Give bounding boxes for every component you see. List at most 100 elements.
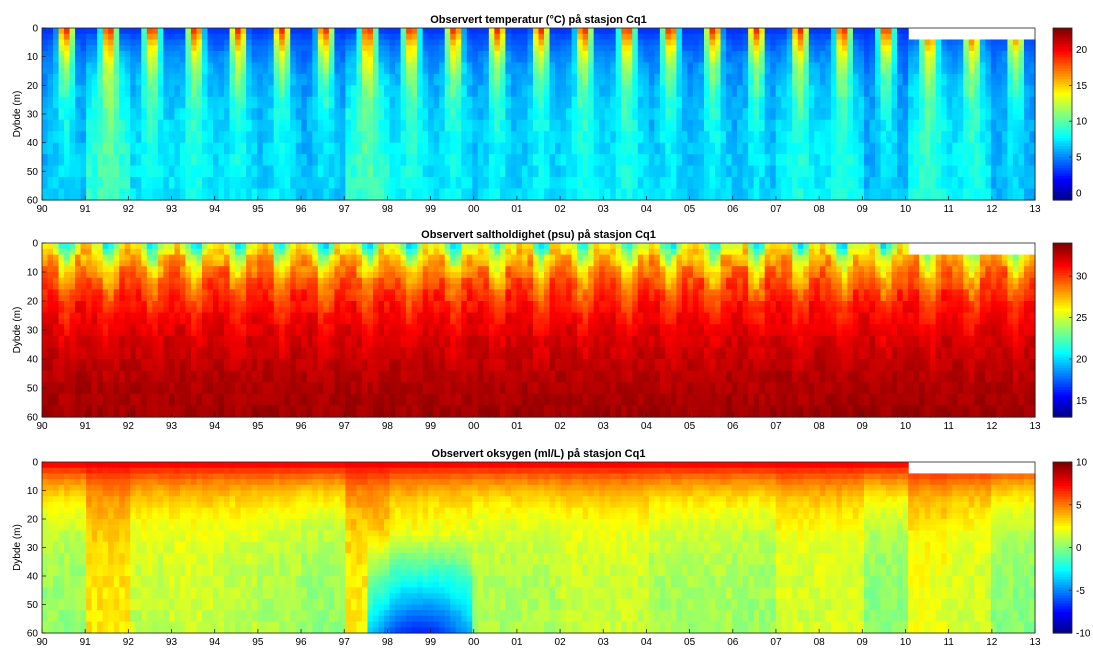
heatmap-cell — [284, 96, 291, 104]
heatmap-cell — [174, 182, 181, 190]
heatmap-cell — [262, 85, 269, 92]
heatmap-cell — [411, 39, 418, 46]
heatmap-cell — [819, 108, 826, 115]
heatmap-cell — [152, 131, 159, 138]
heatmap-cell — [952, 177, 959, 184]
heatmap-cell — [201, 171, 209, 178]
heatmap-cell — [737, 108, 744, 115]
heatmap-cell — [742, 136, 749, 144]
heatmap-cell — [852, 85, 860, 92]
heatmap-cell — [86, 108, 93, 115]
heatmap-cell — [670, 62, 678, 69]
heatmap-cell — [113, 177, 120, 184]
heatmap-cell — [935, 171, 942, 178]
heatmap-cell — [378, 136, 385, 144]
heatmap-cell — [196, 165, 203, 172]
heatmap-cell — [345, 148, 352, 155]
heatmap-cell — [168, 159, 175, 167]
heatmap-cell — [532, 102, 540, 109]
heatmap-cell — [306, 119, 313, 127]
heatmap-cell — [819, 68, 826, 75]
heatmap-cell — [521, 188, 529, 195]
heatmap-cell — [803, 131, 810, 138]
heatmap-cell — [599, 177, 606, 184]
heatmap-cell — [692, 68, 700, 75]
heatmap-cell — [466, 56, 473, 63]
heatmap-cell — [654, 194, 661, 201]
heatmap-cell — [373, 182, 380, 190]
heatmap-cell — [152, 177, 159, 184]
heatmap-cell — [648, 28, 655, 35]
heatmap-cell — [704, 45, 711, 52]
heatmap-cell — [637, 165, 644, 172]
heatmap-cell — [610, 50, 617, 58]
heatmap-cell — [946, 96, 953, 104]
heatmap-cell — [229, 171, 236, 178]
heatmap-cell — [499, 165, 506, 172]
heatmap-cell — [91, 136, 98, 144]
heatmap-cell — [290, 142, 297, 149]
heatmap-cell — [659, 171, 666, 178]
heatmap-cell — [113, 148, 120, 155]
heatmap-cell — [411, 79, 418, 86]
heatmap-cell — [240, 165, 247, 172]
heatmap-cell — [781, 39, 788, 46]
heatmap-cell — [908, 91, 915, 98]
heatmap-cell — [775, 91, 782, 98]
heatmap-cell — [483, 50, 490, 58]
heatmap-cell — [527, 154, 534, 161]
heatmap-cell — [284, 62, 291, 69]
heatmap-cell — [251, 108, 258, 115]
heatmap-cell — [637, 148, 644, 155]
heatmap-cell — [510, 165, 518, 172]
heatmap-cell — [516, 108, 523, 115]
heatmap-cell — [224, 142, 231, 149]
heatmap-cell — [720, 68, 727, 75]
heatmap-cell — [179, 177, 187, 184]
heatmap-cell — [726, 73, 733, 81]
heatmap-cell — [273, 68, 280, 75]
heatmap-cell — [213, 108, 220, 115]
heatmap-cell — [306, 114, 313, 121]
heatmap-cell — [621, 33, 628, 41]
heatmap-cell — [356, 39, 363, 46]
heatmap-cell — [64, 73, 71, 81]
heatmap-cell — [897, 148, 904, 155]
heatmap-cell — [224, 165, 231, 172]
heatmap-cell — [86, 165, 93, 172]
heatmap-cell — [880, 96, 887, 104]
heatmap-cell — [483, 142, 490, 149]
heatmap-cell — [80, 108, 87, 115]
heatmap-cell — [218, 125, 225, 132]
heatmap-cell — [692, 114, 700, 121]
heatmap-cell — [295, 114, 302, 121]
heatmap-cell — [91, 131, 98, 138]
heatmap-cell — [510, 33, 518, 41]
heatmap-cell — [373, 79, 380, 86]
heatmap-cell — [91, 154, 98, 161]
heatmap-cell — [803, 45, 810, 52]
heatmap-cell — [323, 85, 330, 92]
heatmap-cell — [439, 159, 446, 167]
heatmap-cell — [648, 39, 655, 46]
heatmap-cell — [637, 68, 644, 75]
heatmap-cell — [521, 91, 529, 98]
heatmap-cell — [919, 85, 926, 92]
heatmap-cell — [119, 28, 126, 35]
heatmap-cell — [720, 171, 727, 178]
heatmap-cell — [488, 194, 495, 201]
heatmap-cell — [477, 108, 484, 115]
heatmap-cell — [262, 136, 269, 144]
heatmap-cell — [373, 125, 380, 132]
heatmap-cell — [53, 79, 60, 86]
heatmap-cell — [108, 96, 115, 104]
heatmap-cell — [858, 79, 865, 86]
heatmap-cell — [687, 125, 694, 132]
heatmap-cell — [428, 79, 435, 86]
heatmap-cell — [803, 142, 810, 149]
heatmap-cell — [698, 108, 705, 115]
heatmap-cell — [858, 136, 865, 144]
heatmap-cell — [196, 171, 203, 178]
heatmap-cell — [759, 68, 766, 75]
heatmap-cell — [124, 142, 131, 149]
